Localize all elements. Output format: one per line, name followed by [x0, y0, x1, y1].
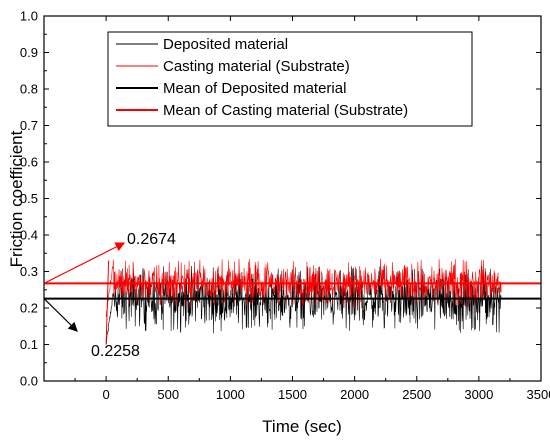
- x-tick-label: 1500: [278, 387, 307, 402]
- y-tick-label: 0.9: [20, 45, 38, 60]
- y-axis-title: Friction coefficient: [7, 130, 26, 267]
- y-tick-label: 0.1: [20, 337, 38, 352]
- casting-material-trace: [105, 258, 502, 317]
- legend-label: Deposited material: [163, 36, 288, 53]
- y-tick-label: 0.0: [20, 374, 38, 389]
- annotations: 0.2674 0.2258: [43, 231, 176, 360]
- legend-label: Mean of Deposited material: [163, 80, 346, 97]
- y-tick-label: 0.7: [20, 118, 38, 133]
- casting-start-spike: [105, 260, 110, 345]
- y-tick-label: 0.3: [20, 264, 38, 279]
- y-tick-label: 0.2: [20, 301, 38, 316]
- annotation-deposited-mean: 0.2258: [91, 343, 140, 360]
- legend-label: Mean of Casting material (Substrate): [163, 102, 408, 119]
- x-tick-label: 2000: [340, 387, 369, 402]
- x-tick-label: 1000: [216, 387, 245, 402]
- x-tick-label: 3000: [464, 387, 493, 402]
- x-tick-label: 2500: [402, 387, 431, 402]
- annotation-arrow-casting: [43, 242, 126, 284]
- y-tick-label: 0.5: [20, 191, 38, 206]
- mean-lines: [44, 282, 541, 300]
- plot-traces: [105, 258, 502, 345]
- legend-box: [107, 31, 473, 127]
- y-tick-label: 0.8: [20, 82, 38, 97]
- y-tick-label: 1.0: [20, 9, 38, 24]
- x-axis-title: Time (sec): [262, 417, 342, 436]
- annotation-arrow-deposited: [43, 298, 78, 332]
- annotation-casting-mean: 0.2674: [127, 231, 176, 248]
- x-tick-label: 0: [103, 387, 110, 402]
- legend: Deposited material Casting material (Subs…: [107, 31, 473, 127]
- y-tick-label: 0.4: [20, 228, 38, 243]
- y-tick-label: 0.6: [20, 155, 38, 170]
- legend-label: Casting material (Substrate): [163, 58, 350, 75]
- x-tick-label: 500: [157, 387, 179, 402]
